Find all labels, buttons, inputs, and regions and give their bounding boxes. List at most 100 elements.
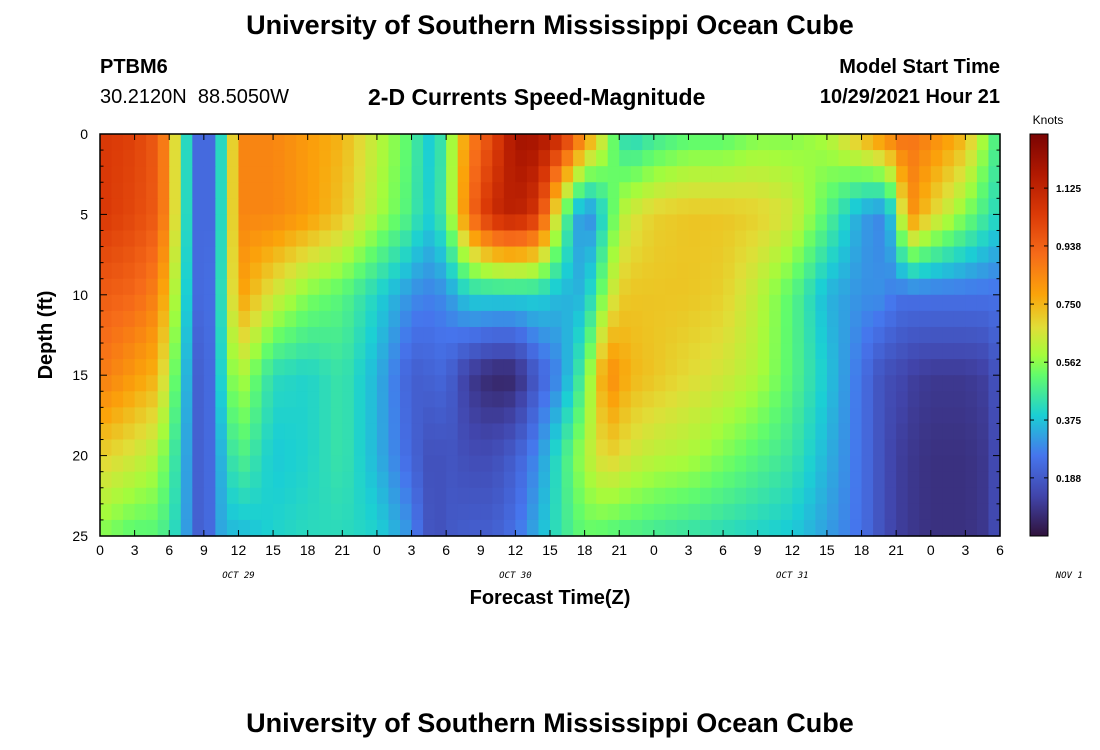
heatmap-cell	[907, 487, 920, 505]
heatmap-cell	[607, 391, 620, 408]
heatmap-cell	[515, 246, 528, 264]
heatmap-cell	[480, 471, 493, 489]
heatmap-cell	[976, 294, 990, 312]
heatmap-cell	[284, 326, 297, 344]
heatmap-cell	[607, 487, 620, 505]
heatmap-cell	[584, 487, 597, 505]
heatmap-cell	[503, 359, 516, 376]
x-tick-label: 6	[442, 542, 450, 558]
heatmap-cell	[584, 214, 597, 232]
heatmap-cell	[653, 359, 666, 376]
heatmap-cell	[469, 198, 482, 215]
heatmap-cell	[630, 503, 643, 521]
heatmap-cell	[284, 246, 297, 264]
heatmap-cell	[157, 407, 170, 425]
heatmap-cell	[273, 407, 286, 425]
heatmap-cell	[573, 503, 586, 521]
heatmap-cell	[676, 214, 690, 232]
heatmap-cell	[284, 310, 297, 328]
heatmap-cell	[873, 182, 886, 199]
heatmap-cell	[503, 455, 516, 473]
heatmap-cell	[815, 198, 828, 215]
heatmap-cell	[111, 134, 124, 151]
heatmap-cell	[226, 294, 240, 312]
heatmap-cell	[850, 391, 863, 408]
heatmap-cell	[965, 487, 978, 505]
heatmap-cell	[688, 487, 701, 505]
heatmap-cell	[850, 150, 863, 167]
heatmap-cell	[469, 391, 482, 408]
heatmap-cell	[769, 423, 782, 441]
heatmap-cell	[238, 391, 251, 408]
heatmap-cell	[492, 230, 505, 248]
heatmap-cell	[376, 246, 390, 264]
heatmap-cell	[850, 326, 863, 344]
heatmap-cell	[896, 423, 909, 441]
heatmap-cell	[988, 407, 1001, 425]
heatmap-cell	[953, 503, 966, 521]
heatmap-cell	[630, 407, 643, 425]
heatmap-cell	[284, 471, 297, 489]
heatmap-cell	[953, 343, 966, 360]
heatmap-cell	[273, 230, 286, 248]
heatmap-cell	[550, 343, 563, 360]
heatmap-cell	[746, 503, 759, 521]
heatmap-cells	[100, 134, 1001, 537]
heatmap-cell	[342, 359, 355, 376]
heatmap-cell	[953, 375, 966, 392]
heatmap-cell	[919, 487, 932, 505]
heatmap-cell	[538, 343, 551, 360]
heatmap-cell	[757, 326, 770, 344]
heatmap-cell	[815, 343, 828, 360]
heatmap-cell	[250, 455, 263, 473]
heatmap-cell	[976, 343, 990, 360]
heatmap-cell	[411, 278, 424, 296]
heatmap-cell	[665, 487, 678, 505]
heatmap-cell	[446, 198, 459, 215]
heatmap-cell	[203, 407, 216, 425]
heatmap-cell	[953, 150, 966, 167]
heatmap-cell	[330, 407, 343, 425]
heatmap-cell	[665, 407, 678, 425]
heatmap-cell	[273, 487, 286, 505]
heatmap-cell	[434, 375, 447, 392]
heatmap-cell	[653, 519, 666, 537]
heatmap-cell	[388, 166, 401, 183]
heatmap-cell	[400, 391, 413, 408]
heatmap-cell	[411, 150, 424, 167]
heatmap-cell	[134, 359, 147, 376]
heatmap-cell	[826, 214, 840, 232]
heatmap-cell	[896, 359, 909, 376]
heatmap-cell	[215, 278, 228, 296]
heatmap-cell	[250, 310, 263, 328]
heatmap-cell	[896, 182, 909, 199]
x-date-label: OCT 31	[776, 571, 809, 581]
heatmap-cell	[711, 343, 724, 360]
heatmap-cell	[169, 134, 182, 151]
heatmap-cell	[573, 423, 586, 441]
heatmap-cell	[965, 343, 978, 360]
heatmap-cell	[307, 310, 320, 328]
heatmap-cell	[538, 455, 551, 473]
heatmap-cell	[503, 262, 516, 280]
station-id: PTBM6	[100, 56, 168, 78]
heatmap-cell	[469, 294, 482, 312]
heatmap-cell	[700, 230, 713, 248]
heatmap-cell	[492, 503, 505, 521]
heatmap-cell	[815, 310, 828, 328]
heatmap-cell	[550, 439, 563, 457]
heatmap-cell	[192, 214, 205, 232]
heatmap-cell	[965, 439, 978, 457]
heatmap-cell	[826, 246, 840, 264]
x-tick-label: 6	[165, 542, 173, 558]
heatmap-cell	[123, 278, 136, 296]
heatmap-cell	[388, 407, 401, 425]
heatmap-cell	[319, 278, 332, 296]
heatmap-cell	[653, 343, 666, 360]
heatmap-cell	[273, 375, 286, 392]
heatmap-cell	[861, 230, 874, 248]
heatmap-cell	[861, 487, 874, 505]
heatmap-cell	[792, 326, 805, 344]
heatmap-cell	[400, 423, 413, 441]
heatmap-cell	[388, 230, 401, 248]
